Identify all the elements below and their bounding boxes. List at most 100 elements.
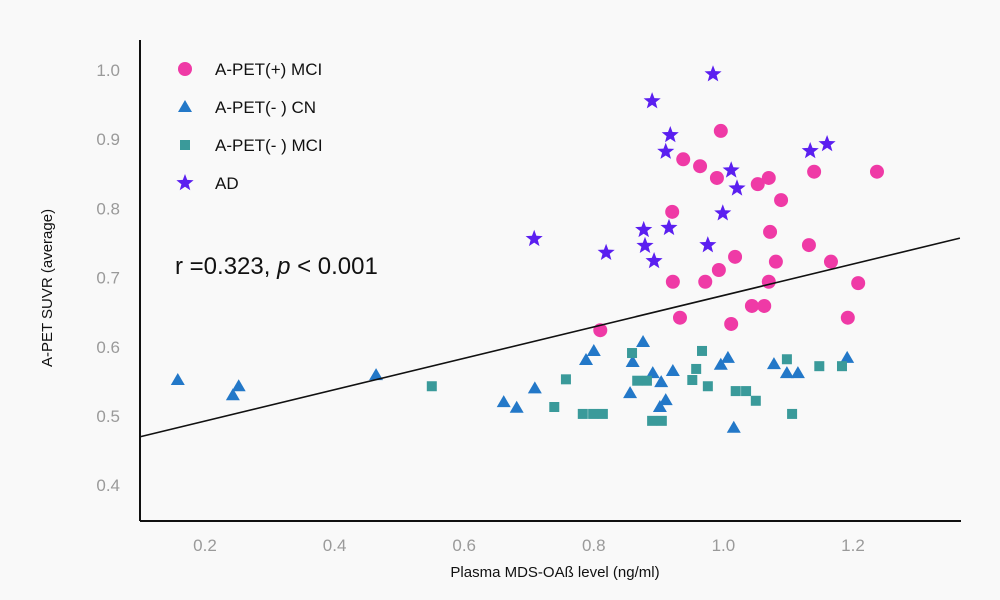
data-point-circle — [711, 262, 726, 277]
legend: A-PET(+) MCI A-PET(- ) CN A-PET(- ) MCI AD — [176, 60, 323, 193]
data-point-square — [560, 374, 571, 385]
annotation-p: p — [276, 253, 290, 280]
data-point-square — [814, 361, 825, 372]
data-point-circle — [693, 159, 708, 174]
legend-triangle-icon — [178, 100, 192, 112]
data-point-triangle — [726, 420, 741, 433]
data-point-square — [781, 354, 792, 365]
data-point-star — [597, 243, 615, 260]
data-point-star — [643, 92, 661, 109]
data-point-circle — [698, 274, 713, 289]
data-point-triangle — [225, 388, 240, 401]
data-point-star — [657, 142, 675, 159]
data-point-square — [730, 386, 741, 397]
y-tick-label: 0.4 — [96, 476, 120, 495]
data-point-star — [818, 135, 836, 152]
data-point-star — [635, 220, 653, 238]
data-point-square — [426, 381, 437, 392]
data-point-circle — [774, 193, 789, 208]
data-point-star — [722, 161, 740, 178]
data-point-star — [728, 179, 746, 196]
data-point-circle — [840, 310, 855, 325]
data-point-triangle — [713, 357, 728, 370]
x-tick-label: 1.2 — [841, 536, 865, 555]
data-point-triangle — [645, 366, 660, 379]
data-point-square — [588, 408, 599, 419]
data-point-triangle — [586, 343, 601, 356]
data-point-square — [741, 386, 752, 397]
data-point-star — [661, 126, 679, 143]
data-point-triangle — [665, 364, 680, 377]
x-tick-label: 0.4 — [323, 536, 347, 555]
data-point-triangle — [623, 386, 638, 399]
data-point-square — [632, 375, 643, 386]
data-point-triangle — [625, 355, 640, 368]
data-point-square — [691, 363, 702, 374]
data-point-star — [714, 204, 732, 221]
data-point-triangle — [231, 379, 246, 392]
data-point-triangle — [766, 357, 781, 370]
data-point-circle — [709, 170, 724, 185]
x-tick-label: 1.0 — [712, 536, 736, 555]
data-point-triangle — [527, 381, 542, 394]
data-point-circle — [763, 224, 778, 239]
data-point-circle — [869, 164, 884, 179]
data-point-star — [645, 252, 663, 269]
legend-label: A-PET(+) MCI — [215, 60, 322, 79]
data-point-square — [787, 408, 798, 419]
x-tick-label: 0.6 — [452, 536, 476, 555]
data-point-circle — [761, 274, 776, 289]
data-point-triangle — [170, 373, 185, 386]
annotation-prefix: r =0.323, — [175, 253, 277, 280]
y-tick-label: 0.9 — [96, 130, 120, 149]
data-point-circle — [801, 238, 816, 253]
data-point-square — [836, 361, 847, 372]
data-point-square — [627, 348, 638, 359]
correlation-annotation: r =0.323, p < 0.001 — [175, 253, 378, 280]
data-point-triangle — [720, 350, 735, 363]
legend-label: AD — [215, 174, 239, 193]
data-point-square — [577, 408, 588, 419]
data-point-star — [801, 142, 819, 159]
x-tick-labels: 0.2 0.4 0.6 0.8 1.0 1.2 — [193, 536, 865, 555]
data-point-triangle — [652, 400, 667, 413]
data-point-circle — [665, 204, 680, 219]
data-point-circle — [768, 254, 783, 269]
y-tick-label: 0.7 — [96, 269, 120, 288]
regression-line — [140, 237, 961, 438]
data-point-circle — [851, 276, 866, 291]
data-point-square — [656, 415, 667, 426]
annotation-suffix: < 0.001 — [290, 253, 377, 280]
data-point-triangle — [369, 368, 384, 381]
data-point-square — [597, 408, 608, 419]
data-point-square — [687, 375, 698, 386]
x-tick-label: 0.8 — [582, 536, 606, 555]
data-point-triangle — [636, 334, 651, 347]
data-point-circle — [750, 177, 765, 192]
legend-label: A-PET(- ) CN — [215, 98, 316, 117]
legend-circle-icon — [178, 62, 192, 76]
data-point-circle — [823, 254, 838, 269]
data-point-square — [647, 415, 658, 426]
legend-square-icon — [180, 140, 190, 150]
data-point-square — [697, 345, 708, 356]
data-points — [170, 65, 884, 433]
legend-star-icon — [176, 174, 194, 191]
data-point-triangle — [509, 400, 524, 413]
data-point-circle — [713, 123, 728, 138]
data-point-star — [525, 229, 543, 247]
data-point-square — [750, 395, 761, 406]
y-axis-label: A-PET SUVR (average) — [39, 209, 56, 367]
data-point-square — [641, 375, 652, 386]
data-point-triangle — [658, 393, 673, 406]
data-point-circle — [676, 152, 691, 167]
data-point-star — [636, 236, 654, 253]
y-tick-labels: 0.4 0.5 0.6 0.7 0.8 0.9 1.0 — [96, 61, 120, 495]
data-point-triangle — [790, 366, 805, 379]
data-point-circle — [728, 249, 743, 264]
data-point-star — [699, 236, 717, 253]
data-point-circle — [757, 298, 772, 313]
legend-label: A-PET(- ) MCI — [215, 136, 323, 155]
data-point-circle — [761, 170, 776, 185]
